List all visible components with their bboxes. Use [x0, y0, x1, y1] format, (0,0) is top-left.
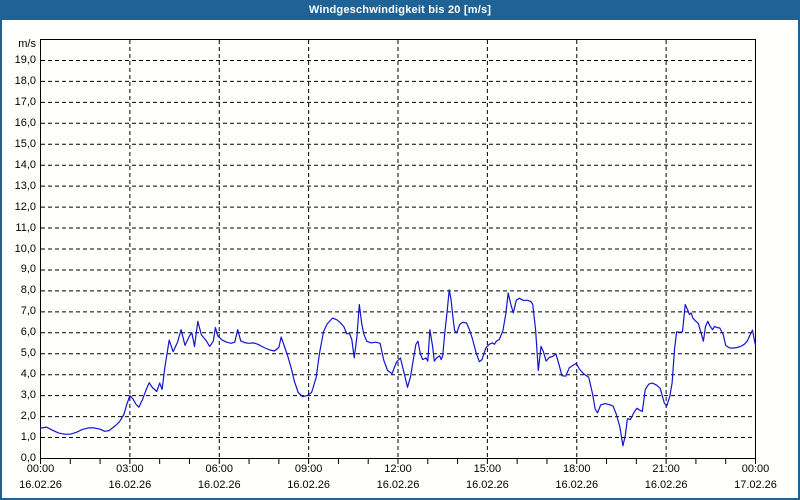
y-tick-label: 3,0: [20, 389, 36, 402]
y-axis-unit-label: m/s: [18, 38, 36, 50]
y-tick-label: 18,0: [14, 74, 36, 87]
y-tick-label: 9,0: [20, 263, 36, 276]
x-tick-time-label: 21:00: [652, 463, 680, 475]
y-tick-label: 5,0: [20, 347, 36, 360]
x-tick-time-label: 18:00: [562, 463, 591, 475]
x-tick-time-label: 06:00: [205, 463, 234, 475]
x-tick-date-label: 16.02.26: [555, 479, 599, 491]
y-tick-label: 10,0: [14, 242, 36, 255]
x-tick-date-label: 17.02.26: [734, 479, 777, 491]
y-tick-label: 11,0: [15, 221, 36, 234]
x-tick-date-label: 16.02.26: [108, 479, 152, 491]
y-tick-label: 1,0: [20, 431, 36, 444]
x-tick-date-label: 16.02.26: [644, 479, 688, 491]
x-tick-date-label: 16.02.26: [197, 479, 241, 491]
y-tick-label: 17,0: [14, 95, 36, 108]
x-tick-time-label: 00:00: [26, 463, 55, 475]
y-tick-label: 8,0: [20, 284, 36, 297]
x-tick-time-label: 09:00: [294, 463, 323, 475]
y-tick-label: 16,0: [14, 116, 36, 129]
title-bar: Windgeschwindigkeit bis 20 [m/s]: [0, 0, 800, 20]
x-tick-date-label: 16.02.26: [19, 479, 62, 491]
wind-speed-line: [40, 289, 757, 447]
y-tick-label: 12,0: [14, 200, 36, 213]
y-tick-label: 13,0: [14, 179, 36, 192]
x-tick-date-label: 16.02.26: [287, 479, 331, 491]
chart-title: Windgeschwindigkeit bis 20 [m/s]: [308, 4, 492, 16]
x-tick-time-label: 00:00: [741, 463, 770, 475]
x-tick-time-label: 12:00: [384, 463, 412, 475]
y-tick-label: 0,0: [20, 452, 36, 464]
x-tick-date-label: 16.02.26: [465, 479, 509, 491]
y-tick-label: 4,0: [20, 368, 36, 381]
x-tick-time-label: 03:00: [116, 463, 144, 475]
y-tick-label: 2,0: [20, 410, 36, 423]
y-tick-label: 6,0: [20, 326, 36, 339]
y-tick-label: 19,0: [14, 53, 36, 66]
x-tick-time-label: 15:00: [473, 463, 502, 475]
y-tick-label: 15,0: [14, 137, 36, 150]
y-tick-label: 14,0: [14, 158, 36, 171]
x-tick-date-label: 16.02.26: [376, 479, 420, 491]
y-tick-label: 7,0: [20, 305, 36, 318]
wind-speed-plot: [40, 39, 757, 464]
